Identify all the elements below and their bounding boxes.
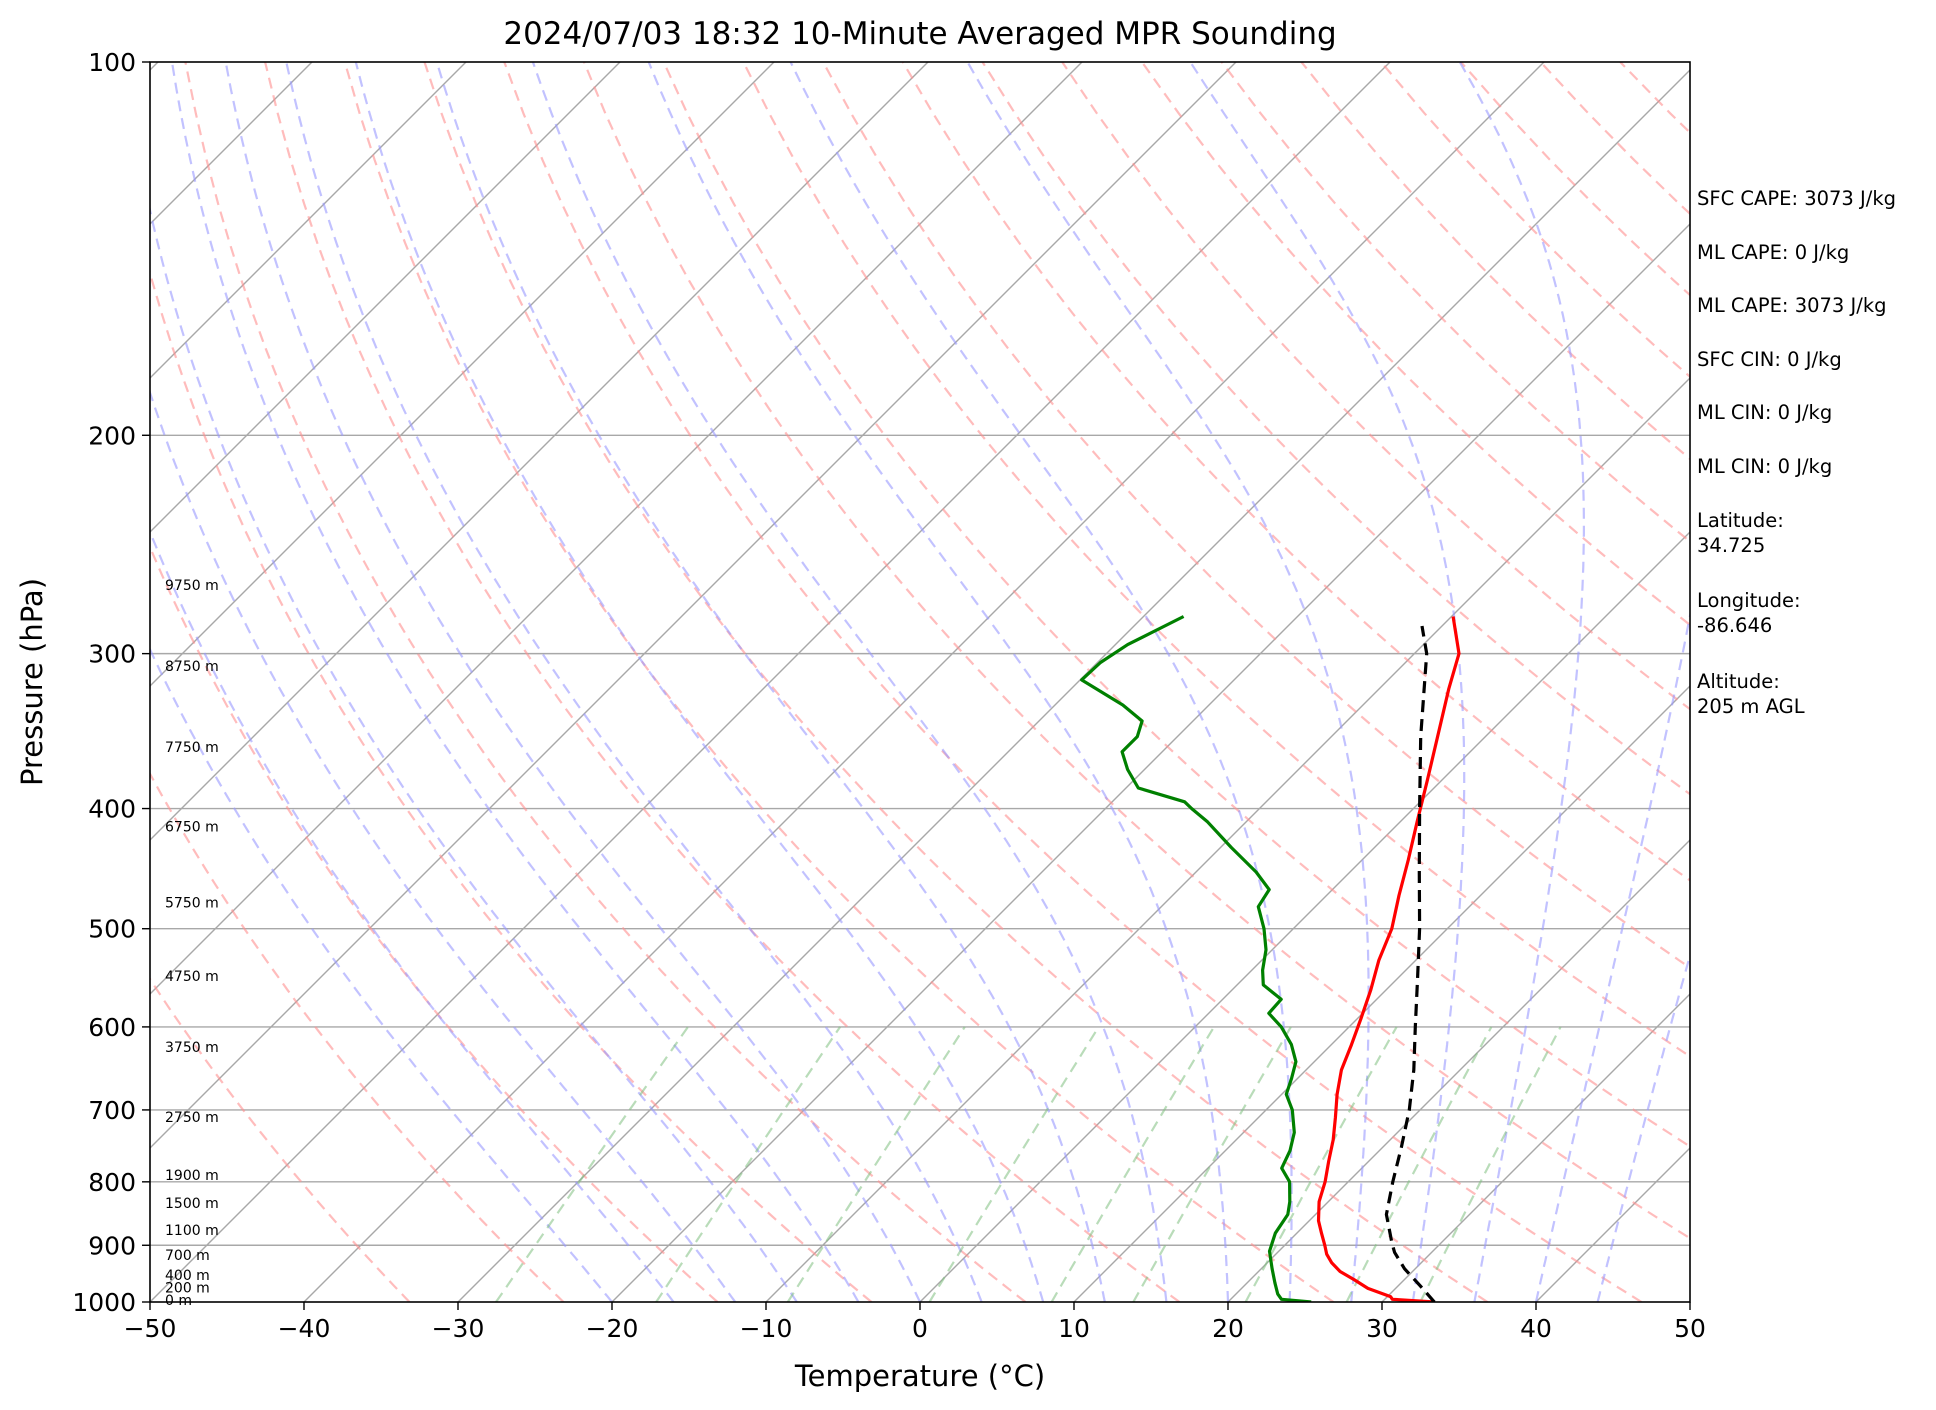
x-tick-label: 40 <box>1520 1314 1552 1343</box>
x-tick-label: −30 <box>432 1314 485 1343</box>
chart-title: 2024/07/03 18:32 10-Minute Averaged MPR … <box>503 16 1336 52</box>
stat-latitude: Latitude: 34.725 <box>1697 508 1784 558</box>
x-tick-label: −20 <box>586 1314 639 1343</box>
height-label: 700 m <box>165 1248 210 1264</box>
stat-altitude: Altitude: 205 m AGL <box>1697 669 1805 719</box>
height-label: 5750 m <box>165 895 219 911</box>
stat-sfc-cin: SFC CIN: 0 J/kg <box>1697 347 1842 372</box>
y-tick-label: 100 <box>88 48 136 77</box>
height-label: 400 m <box>165 1268 210 1284</box>
height-label: 9750 m <box>165 578 219 594</box>
x-axis-label: Temperature (°C) <box>794 1359 1045 1393</box>
height-label: 8750 m <box>165 659 219 675</box>
height-label: 2750 m <box>165 1110 219 1126</box>
y-tick-label: 1000 <box>72 1288 136 1317</box>
stat-longitude: Longitude: -86.646 <box>1697 588 1801 638</box>
y-tick-label: 700 <box>88 1096 136 1125</box>
height-label: 1900 m <box>165 1168 219 1184</box>
x-tick-label: 10 <box>1058 1314 1090 1343</box>
x-tick-label: 30 <box>1366 1314 1398 1343</box>
stat-ml-cape: ML CAPE: 0 J/kg <box>1697 240 1849 265</box>
height-label: 3750 m <box>165 1040 219 1056</box>
y-tick-label: 200 <box>88 421 136 450</box>
x-tick-label: 50 <box>1674 1314 1706 1343</box>
x-tick-label: −10 <box>740 1314 793 1343</box>
x-tick-label: −50 <box>124 1314 177 1343</box>
y-tick-label: 400 <box>88 795 136 824</box>
stat-sfc-cape: SFC CAPE: 3073 J/kg <box>1697 186 1896 211</box>
y-tick-label: 900 <box>88 1231 136 1260</box>
y-tick-label: 500 <box>88 915 136 944</box>
height-label: 7750 m <box>165 740 219 756</box>
height-label: 1100 m <box>165 1223 219 1239</box>
stat-ml-cin: ML CIN: 0 J/kg <box>1697 400 1832 425</box>
y-tick-label: 300 <box>88 640 136 669</box>
y-tick-label: 800 <box>88 1168 136 1197</box>
stat-ml-cape-2: ML CAPE: 3073 J/kg <box>1697 293 1887 318</box>
y-tick-label: 600 <box>88 1013 136 1042</box>
stat-ml-cin-2: ML CIN: 0 J/kg <box>1697 454 1832 479</box>
y-axis-label: Pressure (hPa) <box>15 578 49 786</box>
x-tick-label: 0 <box>912 1314 928 1343</box>
height-label: 4750 m <box>165 969 219 985</box>
height-label: 1500 m <box>165 1196 219 1212</box>
x-tick-label: −40 <box>278 1314 331 1343</box>
x-tick-label: 20 <box>1212 1314 1244 1343</box>
height-label: 6750 m <box>165 819 219 835</box>
